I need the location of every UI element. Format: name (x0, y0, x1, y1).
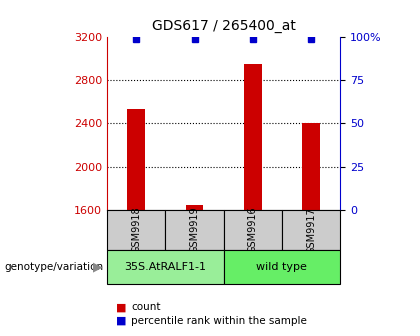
Text: count: count (131, 302, 161, 312)
Title: GDS617 / 265400_at: GDS617 / 265400_at (152, 19, 296, 33)
Text: GSM9919: GSM9919 (189, 207, 200, 253)
Bar (186, 205, 203, 210)
Text: ■: ■ (116, 316, 126, 326)
Text: wild type: wild type (257, 262, 307, 272)
Bar (224, 250, 340, 284)
Bar (165, 210, 224, 250)
Bar (302, 124, 320, 210)
Bar (224, 210, 282, 250)
Text: GSM9918: GSM9918 (131, 207, 141, 253)
Text: ▶: ▶ (93, 261, 103, 274)
Text: 35S.AtRALF1-1: 35S.AtRALF1-1 (124, 262, 206, 272)
Bar (128, 110, 145, 210)
Text: GSM9917: GSM9917 (306, 207, 316, 254)
Text: genotype/variation: genotype/variation (4, 262, 103, 272)
Text: ■: ■ (116, 302, 126, 312)
Bar (282, 210, 340, 250)
Bar (107, 250, 224, 284)
Bar (107, 210, 165, 250)
Bar (244, 64, 262, 210)
Text: GSM9916: GSM9916 (248, 207, 258, 253)
Text: percentile rank within the sample: percentile rank within the sample (131, 316, 307, 326)
